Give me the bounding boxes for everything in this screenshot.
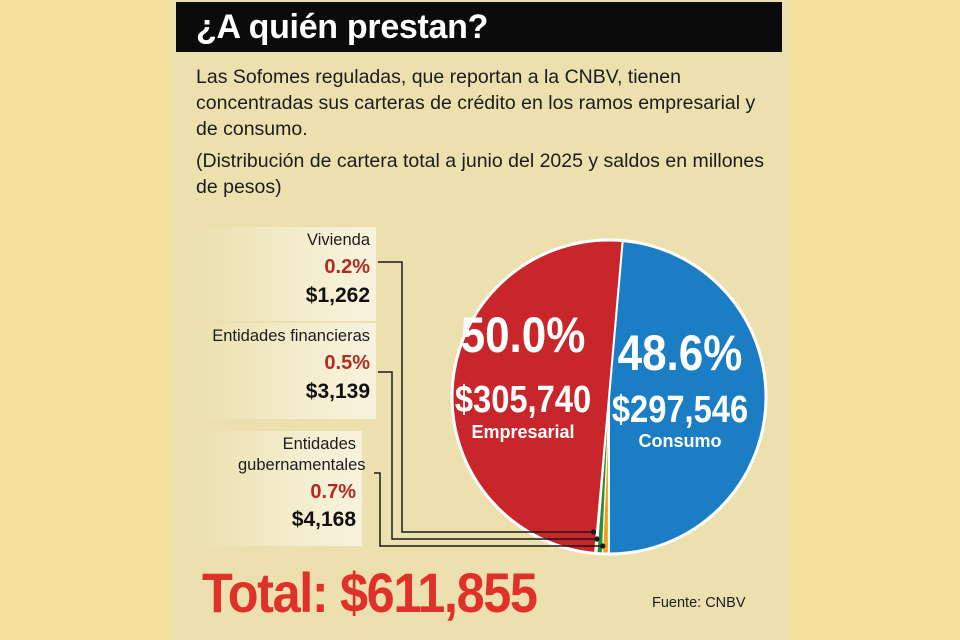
slice-value-label-empresarial: $305,740: [455, 378, 591, 421]
total-label: Total: $611,855: [202, 561, 538, 624]
legend-category-entidades-financieras: Entidades financieras: [212, 327, 370, 345]
title-bar: [176, 2, 782, 52]
legend-category-entidades-gubernamentales: Entidades gubernamentales: [238, 435, 366, 474]
leader-line-entidades-financieras: [378, 371, 597, 540]
note-text: (Distribución de cartera total a junio d…: [196, 150, 764, 198]
slice-value-label-consumo: $297,546: [612, 388, 748, 431]
leader-dot-entidades-financieras: [594, 536, 600, 542]
chart-title: ¿A quién prestan?: [196, 8, 489, 46]
legend-value-entidades-financieras: $3,139: [305, 380, 370, 403]
description-text: Las Sofomes reguladas, que reportan a la…: [196, 66, 756, 140]
legend-card-vivienda: Vivienda 0.2% $1,262: [198, 227, 376, 321]
legend-category-vivienda: Vivienda: [307, 231, 370, 249]
legend-percent-entidades-financieras: 0.5%: [324, 352, 370, 374]
legend-value-entidades-gubernamentales: $4,168: [291, 508, 356, 531]
leader-line-entidades-gubernamentales: [374, 472, 602, 547]
slice-percent-label-empresarial: 50.0%: [461, 306, 586, 362]
source-label: Fuente: CNBV: [652, 595, 746, 611]
slice-name-label-consumo: Consumo: [639, 431, 722, 451]
pie-outline: [450, 238, 768, 556]
slice-name-label-empresarial: Empresarial: [471, 422, 574, 442]
legend-card-entidades-financieras: Entidades financieras 0.5% $3,139: [198, 323, 376, 419]
leader-dot-vivienda: [590, 529, 597, 535]
legend-value-vivienda: $1,262: [305, 284, 370, 307]
leader-dot-entidades-gubernamentales: [600, 543, 606, 549]
leader-line-vivienda: [378, 261, 593, 533]
legend-percent-vivienda: 0.2%: [324, 256, 370, 278]
slice-percent-label-consumo: 48.6%: [618, 324, 743, 380]
legend-card-entidades-gubernamentales: Entidades gubernamentales 0.7% $4,168: [198, 431, 366, 546]
legend-percent-entidades-gubernamentales: 0.7%: [310, 481, 356, 503]
